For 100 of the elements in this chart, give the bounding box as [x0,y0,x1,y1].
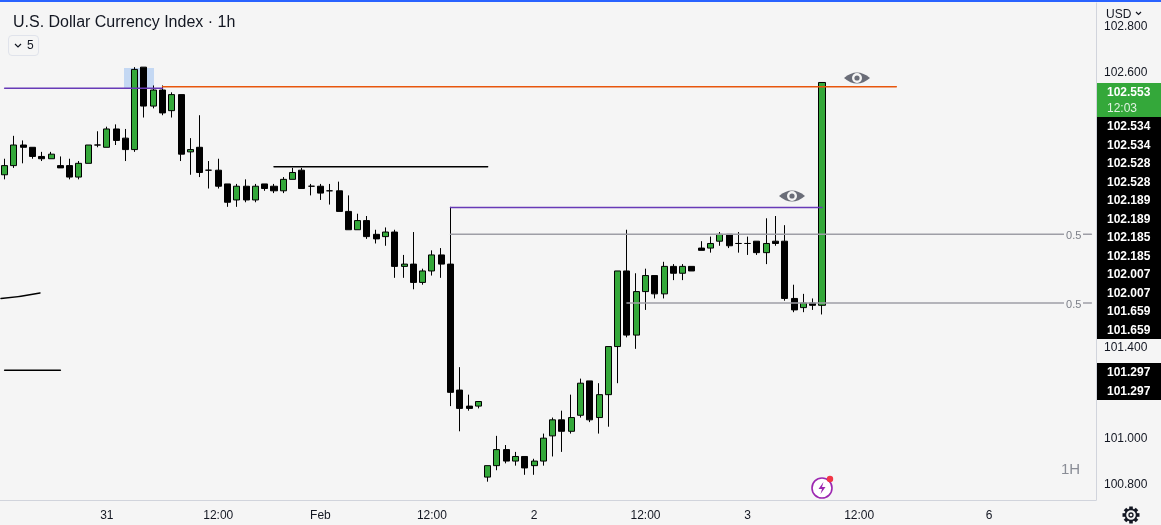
candlestick [781,224,788,302]
text: U.S. Dollar Currency Index · 1h [13,12,236,30]
candlestick [521,455,528,476]
text: 102.528 [1097,154,1161,173]
candlestick [763,217,770,265]
annotation: 0.5 [1064,298,1084,312]
candlestick [317,183,324,201]
candlestick [168,91,175,119]
candlestick [75,160,82,180]
text: 102.185 [1097,228,1161,247]
candlestick [670,263,677,281]
candlestick [140,66,147,119]
annotation: 5 [27,38,34,52]
candlestick [549,417,556,457]
text: 102.528 [1097,172,1161,191]
text: 102.534 [1097,135,1161,154]
candlestick [48,151,55,160]
candlestick [568,394,575,435]
candlestick [818,81,826,315]
candlestick [1,158,8,180]
candlestick [596,382,603,435]
candlestick [614,270,621,384]
candlestick [512,451,519,467]
y-tick-label: 100.800 [1104,476,1148,491]
text: 101.659 [1097,302,1161,321]
y-tick-label: 101.000 [1104,431,1148,446]
candlestick [29,146,36,160]
x-tick-label: 2 [530,508,538,522]
x-tick-label: 31 [100,508,114,522]
annotation: 0.5 [1064,229,1084,243]
candlestick [382,226,389,247]
candlestick [438,247,445,279]
x-tick-label: 12:00 [203,508,234,522]
candlestick [586,380,593,423]
text: 102.553 [1097,83,1161,102]
y-tick-label: 101.400 [1104,339,1148,354]
text: 101.297 [1097,363,1161,382]
candlestick [280,176,287,194]
candlestick [651,275,658,299]
candlestick [605,346,612,428]
candlestick [419,268,426,286]
candlestick [270,183,278,194]
candlestick [642,268,649,311]
candlestick [391,229,398,279]
text: 102.007 [1097,265,1161,284]
candlestick [447,206,454,407]
candlestick [373,229,380,244]
candlestick [224,183,231,208]
candlestick [233,183,240,208]
candlestick [261,183,268,192]
text: 102.534 [1097,117,1161,136]
candlestick [688,265,695,272]
text: USD [1106,7,1132,21]
text: 102.007 [1097,283,1161,302]
candlestick [354,213,361,231]
candlestick [503,444,510,464]
candlestick [326,183,333,206]
text: 102.185 [1097,246,1161,265]
candlestick [484,465,491,483]
candlestick [196,114,203,178]
candlestick [103,126,110,148]
candlestick [57,155,64,169]
candlestick [159,84,166,116]
candlestick [178,94,185,162]
candlestick [577,378,584,419]
candlestick [336,181,343,212]
candlestick [475,401,482,409]
candlestick [772,215,779,247]
candlestick [540,433,547,467]
annotation: 1H [1061,460,1081,477]
candlestick [401,254,408,279]
candlestick [744,236,751,256]
candlestick [345,194,352,231]
x-tick-label: Feb [310,508,332,522]
x-tick-label: 3 [744,508,752,522]
candlestick [726,233,733,249]
candlestick [466,394,473,412]
text: 12:03 [1097,100,1161,117]
x-tick-label: 12:00 [630,508,661,522]
candlestick [85,144,92,164]
text: 101.659 [1097,320,1161,339]
candlestick [698,240,705,251]
candlestick [38,151,45,162]
y-tick-label: 102.600 [1104,64,1148,79]
candlestick [753,240,760,256]
candlestick [150,84,157,109]
candlestick [122,128,129,162]
candlestick [531,458,538,476]
candlestick [661,261,668,299]
candlestick [363,215,370,240]
candlestick [456,366,463,432]
candlestick [707,236,714,254]
x-tick-label: 12:00 [416,508,448,522]
candlestick [558,410,565,453]
text: 102.189 [1097,191,1161,210]
candlestick [308,183,315,196]
x-tick-label: 6 [985,508,993,522]
candlestick [679,263,686,281]
candlestick [131,66,138,153]
text: 101.297 [1097,381,1161,400]
